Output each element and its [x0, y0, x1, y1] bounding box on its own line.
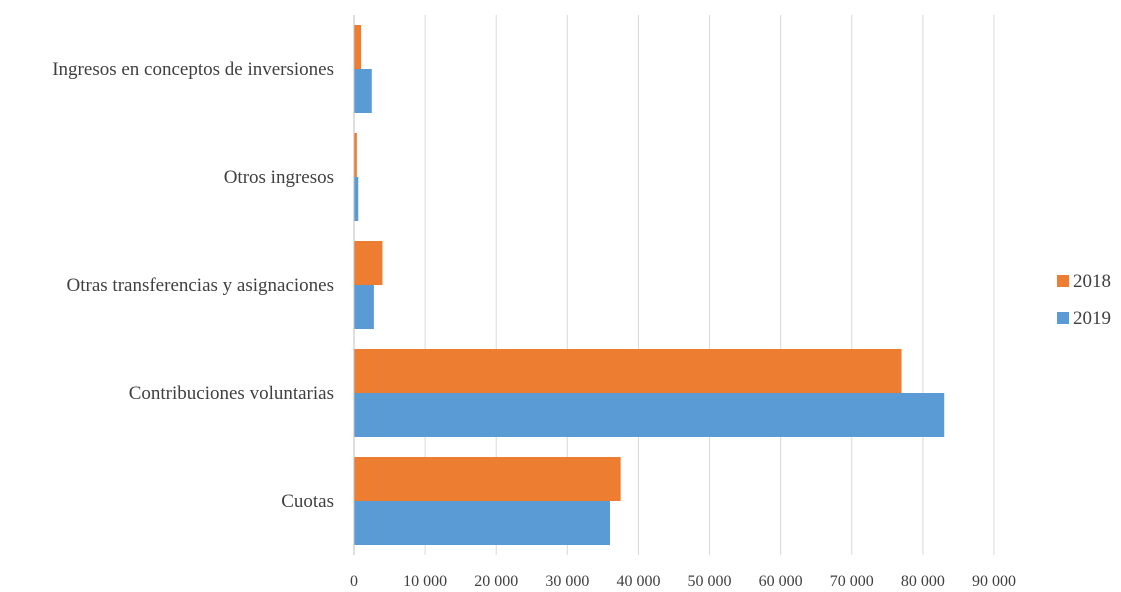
legend: 2018 2019 [1057, 271, 1111, 329]
bar-2019 [354, 393, 945, 437]
legend-label: 2019 [1073, 308, 1111, 329]
x-tick-label: 70 000 [830, 573, 874, 590]
bar-2019 [354, 177, 359, 221]
category-label: Otras transferencias y asignaciones [67, 275, 334, 296]
x-tick-label: 30 000 [545, 573, 589, 590]
legend-swatch [1057, 275, 1069, 287]
category-label: Ingresos en conceptos de inversiones [52, 59, 334, 80]
category-label: Otros ingresos [224, 167, 334, 188]
x-tick-label: 80 000 [901, 573, 945, 590]
x-tick-label: 50 000 [688, 573, 732, 590]
x-tick-label: 90 000 [972, 573, 1016, 590]
bar-2018 [354, 349, 902, 393]
bar-2018 [354, 457, 621, 501]
bar-2018 [354, 133, 357, 177]
bar-2019 [354, 69, 372, 113]
bar-2019 [354, 501, 610, 545]
x-tick-label: 40 000 [616, 573, 660, 590]
x-tick-label: 60 000 [759, 573, 803, 590]
bars [354, 25, 945, 545]
bar-2018 [354, 25, 362, 69]
category-label: Contribuciones voluntarias [129, 383, 334, 404]
x-tick-label: 0 [350, 573, 358, 590]
bar-2019 [354, 285, 374, 329]
category-label: Cuotas [281, 491, 334, 512]
bar-2018 [354, 241, 383, 285]
x-tick-label: 10 000 [403, 573, 447, 590]
legend-swatch [1057, 312, 1069, 324]
category-labels: Ingresos en conceptos de inversiones Otro… [52, 59, 334, 512]
x-tick-label: 20 000 [474, 573, 518, 590]
x-axis-ticks: 0 10 000 20 000 30 000 40 000 50 000 60 000 70 … [350, 573, 1016, 590]
gridlines [424, 15, 995, 555]
legend-label: 2018 [1073, 271, 1111, 292]
